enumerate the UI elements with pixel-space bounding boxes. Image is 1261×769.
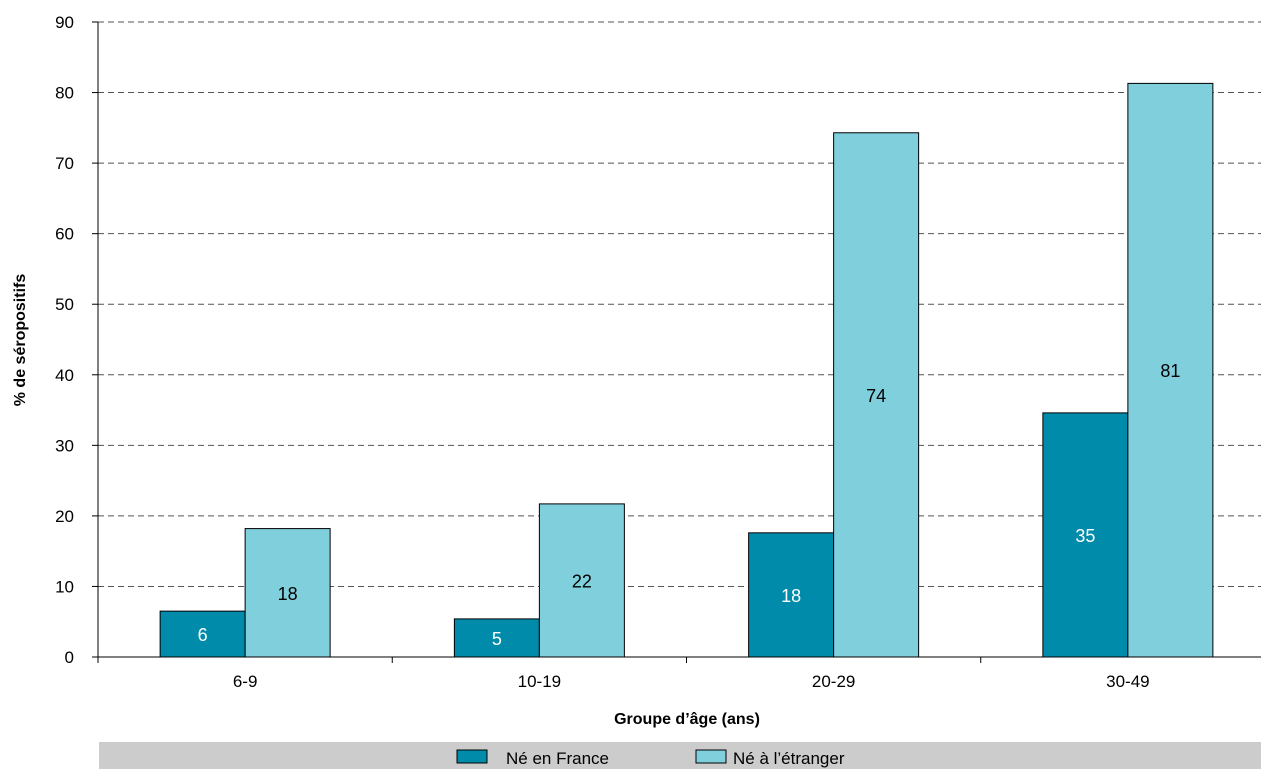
y-tick-label: 10 [55,577,74,596]
x-tick-label: 30-49 [1106,672,1149,691]
data-label: 81 [1160,361,1180,381]
axes [92,21,1261,663]
x-tick-label: 6-9 [233,672,258,691]
bar-ne-a-l-etranger [538,503,625,658]
y-axis-title: % de séropositifs [12,274,29,407]
legend-label: Né à l’étranger [733,749,845,768]
legend-swatch [456,749,488,764]
bar-labels: 6 18 5 22 18 74 35 81 [198,361,1181,649]
legend: Né en France Né à l’étranger [99,742,1261,769]
x-axis-title: Groupe d’âge (ans) [614,711,760,728]
bars [159,82,1214,658]
x-tick-label: 10-19 [518,672,561,691]
data-label: 74 [866,386,886,406]
bar-ne-en-france [159,610,246,658]
x-tick-labels: 6-9 10-19 20-29 30-49 [233,672,1150,691]
legend-background [99,742,1261,769]
data-label: 18 [278,584,298,604]
y-tick-label: 40 [55,366,74,385]
bar-ne-a-l-etranger [244,528,331,658]
y-tick-label: 50 [55,295,74,314]
y-tick-label: 60 [55,225,74,244]
data-label: 18 [781,586,801,606]
bar-ne-en-france [1042,412,1129,658]
bar-ne-en-france [453,618,540,658]
data-label: 5 [492,629,502,649]
data-label: 35 [1075,526,1095,546]
data-label: 22 [572,571,592,591]
legend-swatch [695,749,727,764]
x-tick-label: 20-29 [812,672,855,691]
y-tick-label: 20 [55,507,74,526]
data-label: 6 [198,625,208,645]
y-tick-label: 30 [55,436,74,455]
y-tick-label: 80 [55,84,74,103]
y-tick-label: 90 [55,13,74,32]
y-tick-label: 70 [55,154,74,173]
bar-ne-a-l-etranger [1127,82,1214,658]
legend-label: Né en France [506,749,609,768]
y-tick-label: 0 [65,648,74,667]
y-tick-labels: 0 10 20 30 40 50 60 70 80 90 [55,13,74,667]
